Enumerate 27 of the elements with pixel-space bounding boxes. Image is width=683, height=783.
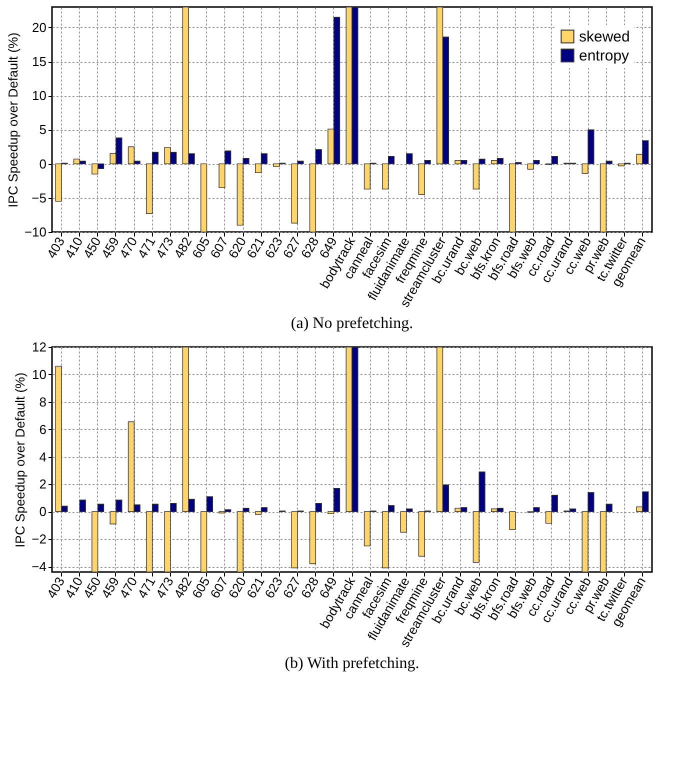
y-tick-label: −2 [32, 532, 46, 547]
y-tick-label: 0 [39, 504, 46, 520]
bar [200, 163, 208, 232]
y-tick-label: 10 [32, 366, 46, 382]
y-tick-label: 10 [32, 88, 46, 104]
y-tick-label: −4 [32, 559, 46, 574]
y-axis-title: IPC Speedup over Default (%) [5, 32, 20, 208]
legend-label: entropy [579, 48, 630, 64]
y-tick-label: −10 [24, 224, 46, 240]
y-tick-label: 8 [39, 394, 46, 410]
y-tick-label: 5 [39, 122, 46, 138]
y-tick-label: 20 [32, 20, 46, 35]
y-tick-label: 0 [39, 156, 46, 172]
bar [79, 500, 86, 512]
text: (a) No prefetching. [290, 315, 414, 332]
y-tick-label: 15 [32, 54, 46, 70]
bar [406, 153, 413, 164]
y-tick-label: 4 [39, 449, 46, 464]
y-tick-label: 12 [32, 340, 46, 354]
y-tick-label: 6 [39, 422, 46, 437]
x-tick-label: 403 [44, 574, 68, 601]
legend-label: skewed [579, 28, 630, 46]
text: (b) With prefetching. [284, 655, 420, 672]
bar [509, 511, 516, 530]
y-axis-title: IPC Speedup over Default (%) [12, 372, 28, 548]
y-tick-label: 2 [39, 476, 46, 492]
y-tick-label: −5 [32, 190, 46, 206]
